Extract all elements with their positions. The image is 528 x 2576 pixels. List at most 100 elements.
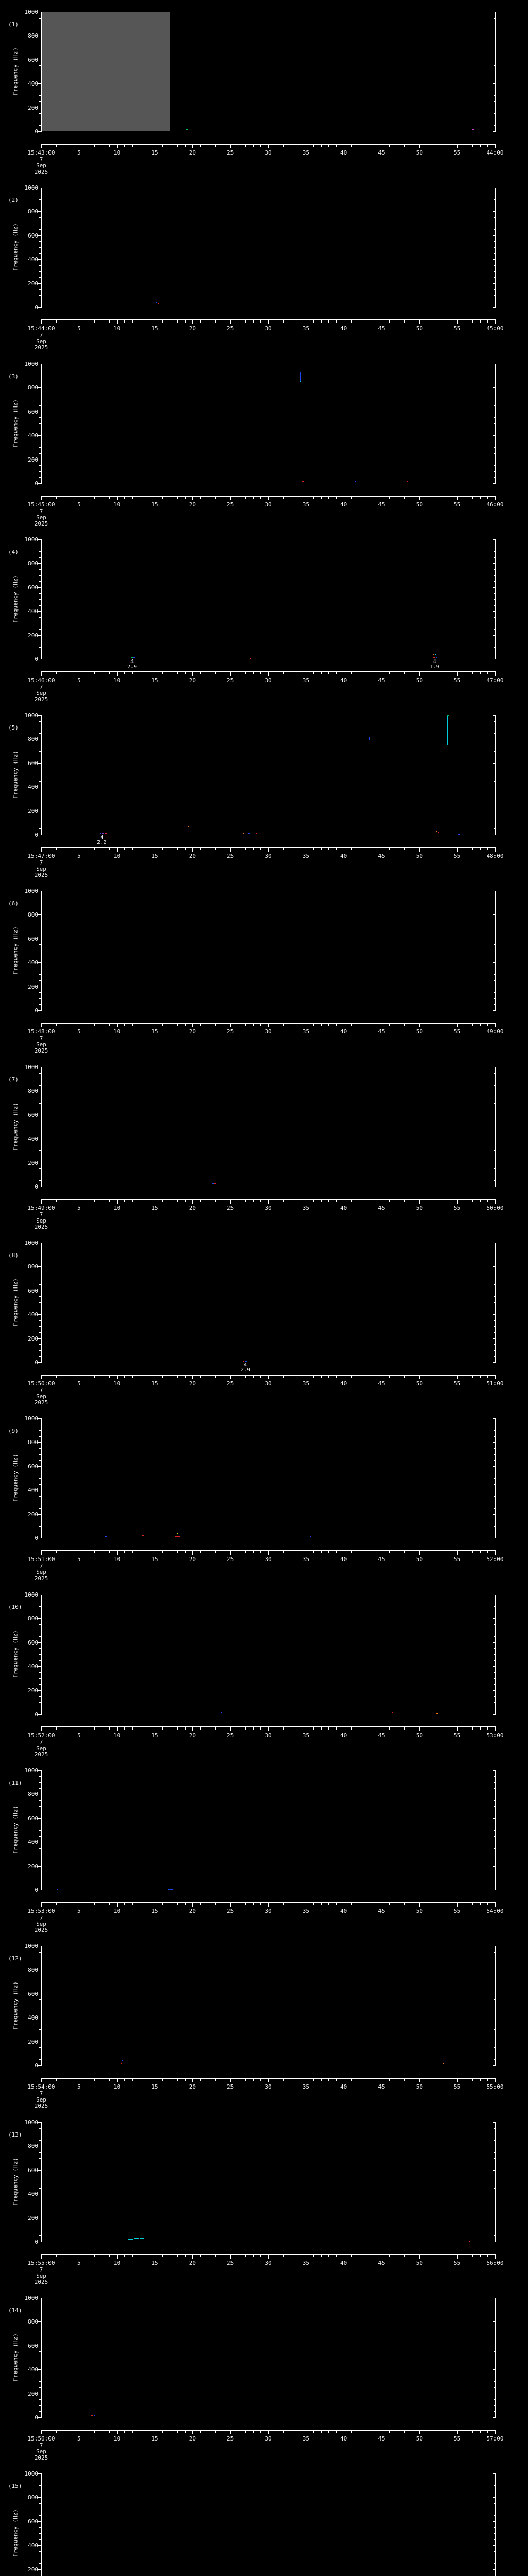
y-tick xyxy=(39,2527,41,2528)
x-axis-date-line: Sep xyxy=(36,1569,46,1575)
x-axis-line xyxy=(41,1375,496,1376)
y-tick-label: 600 xyxy=(28,935,38,942)
y-tick-label: 0 xyxy=(35,304,38,311)
y-tick xyxy=(39,1320,41,1321)
y-axis-title: Frequency (Hz) xyxy=(12,926,19,974)
x-tick xyxy=(480,1376,481,1378)
x-tick-label: 15 xyxy=(151,677,158,684)
x-tick xyxy=(457,497,458,500)
x-tick xyxy=(177,1903,178,1905)
x-tick xyxy=(480,1551,481,1553)
x-tick xyxy=(321,320,322,323)
x-tick xyxy=(117,2255,118,2259)
x-tick xyxy=(336,1903,337,1905)
x-tick xyxy=(336,1376,337,1378)
x-tick-label: 40 xyxy=(340,2083,348,2090)
x-tick-label: 20 xyxy=(189,1028,196,1035)
y-tick-label: 400 xyxy=(28,784,38,791)
y-tick xyxy=(39,2515,41,2516)
x-axis-date-line: Sep xyxy=(36,866,46,872)
x-tick-label: 15 xyxy=(151,1908,158,1914)
y-tick-right xyxy=(494,2059,496,2060)
y-tick-right xyxy=(494,944,496,945)
y-tick-label: 1000 xyxy=(24,9,39,15)
detection-dot xyxy=(354,481,356,483)
panel-number-label: (11) xyxy=(8,1780,22,1786)
y-tick-label: 400 xyxy=(28,1839,38,1846)
detection-dot xyxy=(472,129,474,131)
y-axis-title: Frequency (Hz) xyxy=(12,399,19,447)
detection-vertical-streak xyxy=(447,716,448,746)
x-tick-label: 25 xyxy=(227,149,234,156)
detection-vertical-streak xyxy=(299,372,301,381)
x-tick xyxy=(336,672,337,674)
y-tick-right xyxy=(494,277,496,278)
y-tick xyxy=(39,733,41,734)
panel-number-label: (1) xyxy=(8,21,19,28)
y-tick xyxy=(39,751,41,752)
x-tick-label: 40 xyxy=(340,2260,348,2266)
no-data-block xyxy=(41,12,170,131)
y-tick-label: 600 xyxy=(28,408,38,415)
y-tick xyxy=(39,599,41,600)
x-tick xyxy=(260,320,261,323)
y-tick-right xyxy=(494,1654,496,1655)
y-tick-label: 400 xyxy=(28,2014,38,2022)
y-tick xyxy=(39,721,41,722)
x-tick xyxy=(48,1200,50,1202)
x-tick xyxy=(283,497,284,499)
x-axis-date-line: 7 xyxy=(39,1563,43,1569)
x-tick xyxy=(472,320,473,323)
x-tick xyxy=(457,2079,458,2082)
x-tick xyxy=(472,2431,473,2433)
x-tick xyxy=(351,2079,352,2081)
y-tick xyxy=(39,1648,41,1649)
x-tick xyxy=(215,2255,216,2257)
panel-number-label: (14) xyxy=(8,2307,22,2314)
x-tick xyxy=(41,497,42,500)
y-tick-right xyxy=(494,1496,496,1497)
x-tick-label: 5 xyxy=(77,1556,81,1563)
spectrogram-panel: (12) Frequency (Hz) 0 200 400 600 800 1000 15:54… xyxy=(0,1934,528,2110)
y-tick-right xyxy=(493,435,496,436)
x-tick-label: 20 xyxy=(189,325,196,332)
x-tick xyxy=(487,320,488,323)
y-tick-right xyxy=(494,1952,496,1953)
x-tick xyxy=(404,145,405,147)
x-tick xyxy=(495,848,496,852)
x-axis-date-line: Sep xyxy=(36,1393,46,1400)
x-tick xyxy=(419,145,420,148)
y-tick xyxy=(37,715,41,716)
x-tick xyxy=(192,145,193,148)
x-tick-label: 40 xyxy=(340,501,348,508)
x-tick xyxy=(132,145,133,147)
y-tick xyxy=(39,1150,41,1151)
x-tick xyxy=(495,1551,496,1555)
x-tick xyxy=(389,1551,390,1553)
x-tick xyxy=(41,320,42,324)
x-tick xyxy=(389,497,390,499)
y-tick-label: 600 xyxy=(28,56,38,63)
x-tick-label: 30 xyxy=(265,1205,272,1211)
y-tick xyxy=(37,2065,41,2066)
y-axis-line xyxy=(41,2298,42,2418)
x-tick xyxy=(109,1200,110,1202)
y-tick xyxy=(39,1836,41,1837)
x-axis-line xyxy=(41,1550,496,1551)
y-tick-right xyxy=(494,1800,496,1801)
x-tick-label: 30 xyxy=(265,1556,272,1563)
y-tick xyxy=(37,539,41,540)
y-tick-right xyxy=(494,2235,496,2236)
y-tick-right xyxy=(494,229,496,230)
x-axis-date-line: Sep xyxy=(36,514,46,521)
y-tick xyxy=(39,95,41,96)
x-tick xyxy=(245,1903,246,1905)
y-tick xyxy=(39,1344,41,1345)
y-tick-right xyxy=(494,1624,496,1625)
x-tick-label: 30 xyxy=(265,1732,272,1739)
x-tick xyxy=(268,2079,269,2082)
y-tick-label: 800 xyxy=(28,560,38,567)
y-tick-label: 400 xyxy=(28,2366,38,2374)
detection-dot xyxy=(121,2059,123,2061)
y-tick xyxy=(39,453,41,454)
